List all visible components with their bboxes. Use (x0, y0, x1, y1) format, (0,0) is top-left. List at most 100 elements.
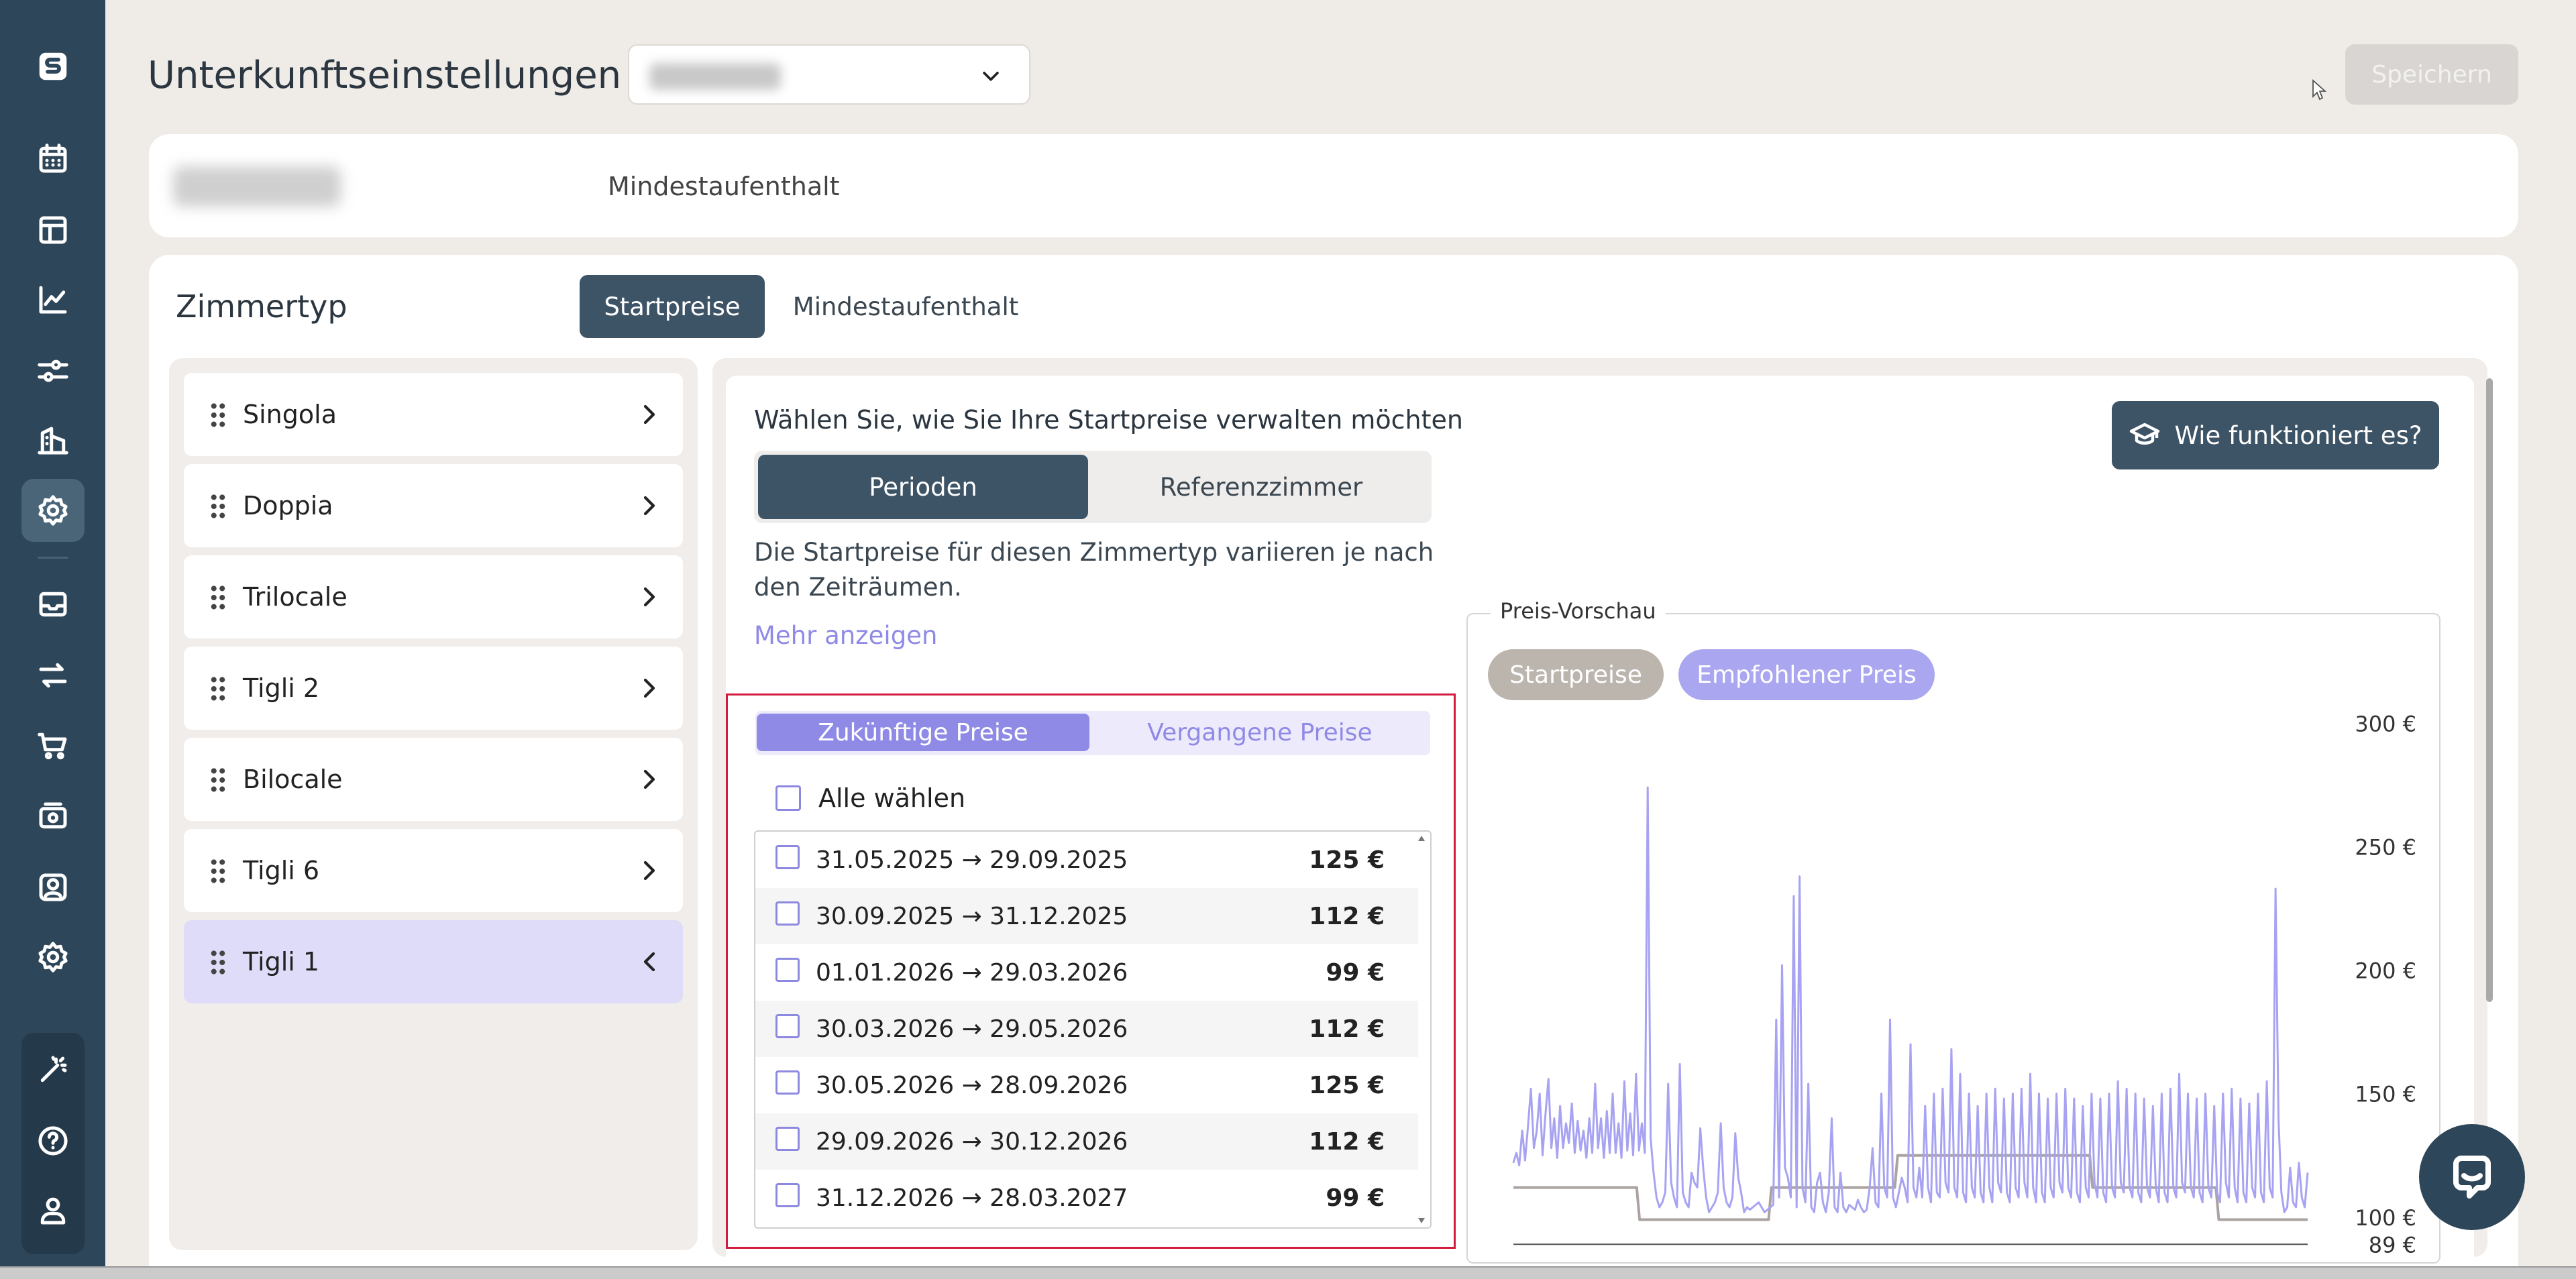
room-name: Tigli 1 (243, 947, 320, 977)
mail-icon[interactable] (21, 573, 85, 636)
room-name: Singola (243, 400, 337, 429)
main-scrollbar[interactable] (2483, 362, 2496, 1254)
select-all-checkbox[interactable] (775, 785, 801, 811)
room-item-bilocale[interactable]: Bilocale (184, 738, 683, 821)
period-row[interactable]: 29.09.2026 → 30.12.2026 112 € (755, 1113, 1418, 1170)
period-price: 99 € (1326, 1184, 1385, 1212)
calendar-icon[interactable] (21, 127, 85, 190)
sliders-icon[interactable] (21, 339, 85, 402)
price-preview-title: Preis-Vorschau (1491, 598, 1666, 624)
period-row[interactable]: 31.12.2026 → 28.03.2027 99 € (755, 1170, 1418, 1226)
y-tick-label: 250 € (2355, 835, 2416, 860)
page-title: Unterkunftseinstellungen (148, 54, 622, 97)
period-checkbox[interactable] (775, 901, 800, 926)
period-price: 125 € (1309, 1072, 1385, 1099)
property-select[interactable] (628, 44, 1030, 105)
y-tick-label: 100 € (2355, 1205, 2416, 1231)
room-item-tigli-2[interactable]: Tigli 2 (184, 647, 683, 730)
period-list-scrollbar[interactable] (1414, 832, 1429, 1227)
layout-icon[interactable] (21, 199, 85, 262)
y-tick-label: 150 € (2355, 1082, 2416, 1107)
drag-handle-icon[interactable] (211, 767, 225, 793)
how-it-works-label: Wie funktioniert es? (2174, 421, 2422, 450)
period-checkbox[interactable] (775, 845, 800, 869)
select-all[interactable]: Alle wählen (775, 783, 965, 813)
drag-handle-icon[interactable] (211, 494, 225, 519)
period-checkbox[interactable] (775, 1014, 800, 1038)
period-range: 01.01.2026 → 29.03.2026 (816, 959, 1128, 987)
scroll-up-arrow-icon[interactable] (1418, 836, 1425, 841)
tab-future-prices[interactable]: Zukünftige Preise (757, 714, 1089, 751)
main-scrollbar-thumb[interactable] (2486, 378, 2493, 1002)
room-type-list: Singola Doppia Trilocale Tigli 2 Bilocal… (169, 358, 698, 1250)
chart-icon[interactable] (21, 268, 85, 331)
room-item-singola[interactable]: Singola (184, 373, 683, 456)
y-tick-label: 89 € (2369, 1232, 2416, 1258)
drag-handle-icon[interactable] (211, 950, 225, 975)
period-range: 30.05.2026 → 28.09.2026 (816, 1072, 1128, 1099)
price-preview-frame (1466, 613, 2440, 1264)
period-row[interactable]: 31.05.2025 → 29.09.2025 125 € (755, 832, 1418, 888)
help-icon[interactable] (21, 1109, 85, 1172)
period-range: 30.09.2025 → 31.12.2025 (816, 903, 1128, 930)
period-row[interactable]: 30.09.2025 → 31.12.2025 112 € (755, 888, 1418, 944)
drag-handle-icon[interactable] (211, 402, 225, 428)
period-range: 29.09.2026 → 30.12.2026 (816, 1128, 1128, 1156)
period-checkbox[interactable] (775, 958, 800, 982)
chevron-right-icon (643, 496, 655, 516)
period-price: 125 € (1309, 846, 1385, 874)
magic-wand-icon[interactable] (21, 1038, 85, 1101)
period-row[interactable]: 30.05.2026 → 28.09.2026 125 € (755, 1057, 1418, 1113)
logo-icon[interactable] (21, 35, 85, 98)
user-icon[interactable] (21, 1179, 85, 1242)
room-item-trilocale[interactable]: Trilocale (184, 555, 683, 638)
tab-past-prices[interactable]: Vergangene Preise (1147, 718, 1373, 746)
save-button[interactable]: Speichern (2345, 44, 2518, 105)
period-checkbox[interactable] (775, 1183, 800, 1207)
more-link[interactable]: Mehr anzeigen (754, 621, 938, 650)
room-item-doppia[interactable]: Doppia (184, 464, 683, 547)
period-price: 112 € (1309, 1128, 1385, 1156)
chevron-right-icon (643, 678, 655, 698)
how-it-works-button[interactable]: Wie funktioniert es? (2112, 401, 2439, 469)
sidebar (0, 0, 105, 1266)
period-row[interactable]: 30.03.2026 → 29.05.2026 112 € (755, 1001, 1418, 1057)
gear-icon[interactable] (21, 926, 85, 989)
chat-bubble-icon (2453, 1156, 2491, 1199)
period-checkbox[interactable] (775, 1070, 800, 1095)
period-price: 112 € (1309, 903, 1385, 930)
tab-mindestaufenthalt[interactable]: Mindestaufenthalt (792, 292, 1019, 321)
room-item-tigli-6[interactable]: Tigli 6 (184, 829, 683, 912)
room-item-tigli-1[interactable]: Tigli 1 (184, 920, 683, 1003)
period-price: 99 € (1326, 959, 1385, 987)
payments-icon[interactable] (21, 785, 85, 848)
sidebar-divider (38, 557, 68, 559)
legend-recommended-price[interactable]: Empfohlener Preis (1678, 649, 1935, 700)
min-stay-label[interactable]: Mindestaufenthalt (608, 172, 840, 201)
graduation-cap-icon (2130, 423, 2160, 445)
series-line-startpreise (1513, 1154, 2308, 1221)
cart-icon[interactable] (21, 714, 85, 777)
chevron-right-icon (643, 769, 655, 789)
sync-icon[interactable] (21, 644, 85, 707)
building-icon[interactable] (21, 409, 85, 472)
drag-handle-icon[interactable] (211, 676, 225, 702)
chat-support-button[interactable] (2419, 1124, 2525, 1230)
settings-icon[interactable] (21, 479, 85, 542)
tab-startpreise[interactable]: Startpreise (580, 275, 765, 338)
legend-startpreise[interactable]: Startpreise (1488, 649, 1664, 700)
period-price: 112 € (1309, 1015, 1385, 1043)
room-name: Tigli 2 (243, 673, 320, 703)
room-name: Tigli 6 (243, 856, 320, 885)
mode-referenzzimmer-button[interactable]: Referenzzimmer (1159, 472, 1363, 502)
mode-perioden-button[interactable]: Perioden (758, 455, 1088, 519)
y-tick-label: 300 € (2355, 711, 2416, 736)
period-checkbox[interactable] (775, 1127, 800, 1151)
select-all-label: Alle wählen (818, 783, 966, 813)
guest-icon[interactable] (21, 856, 85, 919)
drag-handle-icon[interactable] (211, 858, 225, 884)
drag-handle-icon[interactable] (211, 585, 225, 610)
scroll-down-arrow-icon[interactable] (1418, 1218, 1425, 1223)
chevron-right-icon (643, 587, 655, 607)
period-row[interactable]: 01.01.2026 → 29.03.2026 99 € (755, 944, 1418, 1001)
